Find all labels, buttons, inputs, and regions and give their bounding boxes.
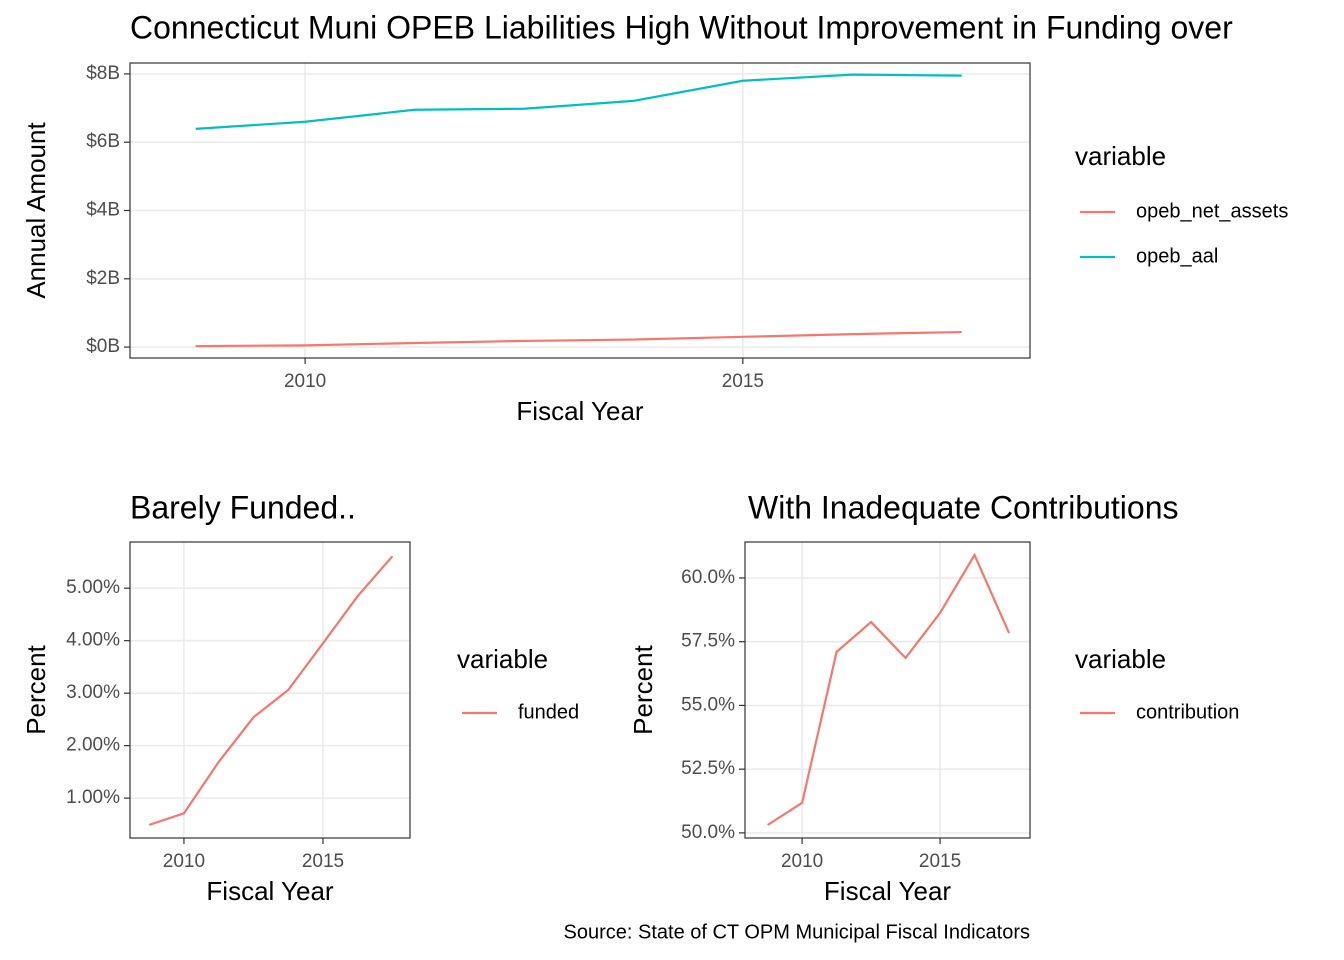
x-tick-label: 2015 bbox=[302, 851, 344, 872]
x-tick-label: 2015 bbox=[919, 851, 961, 872]
data-line bbox=[195, 330, 962, 348]
legend-title: variable bbox=[1075, 141, 1166, 171]
legend-label: opeb_aal bbox=[1136, 245, 1218, 267]
y-tick-label: 3.00% bbox=[66, 682, 120, 703]
x-tick-label: 2015 bbox=[722, 371, 764, 392]
legend-label: funded bbox=[518, 701, 579, 723]
y-axis-title: Percent bbox=[21, 644, 51, 734]
y-axis-title: Percent bbox=[628, 644, 658, 734]
y-tick-label: $2B bbox=[86, 268, 120, 289]
y-tick-label: 50.0% bbox=[681, 822, 735, 843]
y-tick-label: $4B bbox=[86, 200, 120, 221]
y-tick-label: $6B bbox=[86, 131, 120, 152]
y-tick-label: 57.5% bbox=[681, 631, 735, 652]
legend-label: opeb_net_assets bbox=[1136, 200, 1288, 222]
chart-title: Barely Funded.. bbox=[130, 489, 356, 525]
x-axis-title: Fiscal Year bbox=[206, 876, 334, 906]
x-tick-label: 2010 bbox=[284, 371, 326, 392]
x-tick-label: 2010 bbox=[781, 851, 823, 872]
y-tick-label: 60.0% bbox=[681, 567, 735, 588]
y-tick-label: 4.00% bbox=[66, 630, 120, 651]
y-tick-label: 5.00% bbox=[66, 577, 120, 598]
legend-label: contribution bbox=[1136, 701, 1239, 723]
data-line bbox=[195, 73, 962, 130]
panel-border bbox=[129, 541, 411, 839]
x-axis-title: Fiscal Year bbox=[516, 396, 644, 426]
y-tick-label: 1.00% bbox=[66, 787, 120, 808]
y-tick-label: 55.0% bbox=[681, 694, 735, 715]
chart-title: With Inadequate Contributions bbox=[748, 489, 1178, 525]
y-axis-title: Annual Amount bbox=[21, 122, 51, 299]
chart-title: Connecticut Muni OPEB Liabilities High W… bbox=[130, 9, 1233, 45]
legend-title: variable bbox=[457, 644, 548, 674]
legend-title: variable bbox=[1075, 644, 1166, 674]
x-axis-title: Fiscal Year bbox=[824, 876, 952, 906]
y-tick-label: 2.00% bbox=[66, 735, 120, 756]
panel-border bbox=[744, 541, 1031, 839]
y-tick-label: 52.5% bbox=[681, 758, 735, 779]
y-tick-label: $8B bbox=[86, 63, 120, 84]
caption: Source: State of CT OPM Municipal Fiscal… bbox=[564, 921, 1030, 943]
y-tick-label: $0B bbox=[86, 336, 120, 357]
data-line bbox=[148, 555, 394, 826]
panel-border bbox=[129, 62, 1031, 359]
data-line bbox=[767, 552, 1011, 826]
x-tick-label: 2010 bbox=[163, 851, 205, 872]
